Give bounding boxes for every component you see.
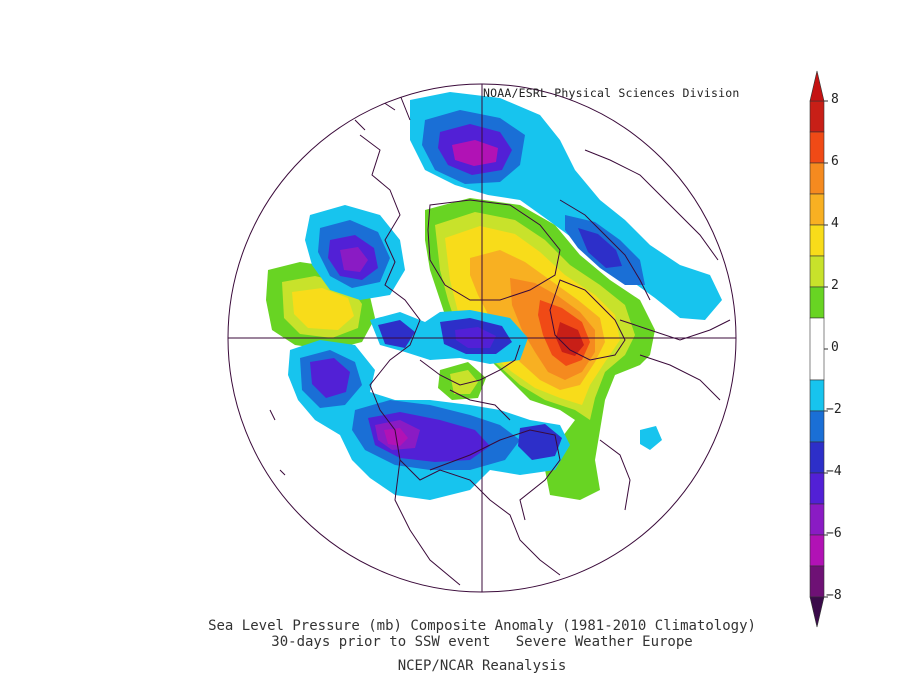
colorbar-label-1: 6	[831, 154, 839, 169]
data-credit: NOAA/ESRL Physical Sciences Division	[483, 86, 740, 100]
colorbar-label-8: −8	[826, 588, 842, 603]
coastlines	[269, 94, 731, 586]
colorbar-bin-11	[809, 472, 825, 505]
colorbar-label-4: 0	[831, 340, 839, 355]
colorbar-bin-9	[809, 410, 825, 443]
colorbar-bin-2	[809, 162, 825, 195]
colorbar-label-7: −6	[826, 526, 842, 541]
colorbar-bin-0	[809, 100, 825, 133]
anomaly-pos-12	[450, 370, 478, 394]
caption-source: NCEP/NCAR Reanalysis	[397, 658, 567, 674]
anomaly-neg-14	[378, 320, 415, 348]
anomaly-neg-22	[518, 424, 562, 460]
anomaly-neg-10	[340, 247, 368, 272]
anomaly-neg-4	[452, 140, 498, 166]
colorbar-label-0: 8	[831, 92, 839, 107]
colorbar-bin-10	[809, 441, 825, 474]
colorbar-bin-8	[809, 379, 825, 412]
colorbar-label-6: −4	[826, 464, 842, 479]
colorbar-bin-12	[809, 503, 825, 536]
colorbar-bin-5	[809, 255, 825, 288]
colorbar-label-3: 2	[831, 278, 839, 293]
colorbar-label-5: −2	[826, 402, 842, 417]
colorbar	[809, 70, 828, 628]
colorbar-bin-3	[809, 193, 825, 226]
colorbar-bin-6	[809, 286, 825, 319]
anomaly-neg-17	[310, 358, 350, 398]
colorbar-label-2: 4	[831, 216, 839, 231]
colorbar-bin-13	[809, 534, 825, 567]
anomaly-neg-23	[640, 426, 662, 450]
caption-title: Sea Level Pressure (mb) Composite Anomal…	[208, 618, 756, 634]
colorbar-bin-1	[809, 131, 825, 164]
colorbar-bin-14	[809, 565, 825, 598]
anomaly-pos-7	[556, 322, 584, 356]
colorbar-overflow-low	[809, 596, 825, 628]
map-lines	[227, 83, 737, 593]
colorbar-bin-4	[809, 224, 825, 257]
caption-subtitle: 30-days prior to SSW event Severe Weathe…	[271, 634, 693, 650]
anomaly-field	[266, 92, 722, 500]
colorbar-overflow-high	[809, 70, 825, 102]
anomaly-neg-6	[578, 228, 622, 268]
anomaly-pos-10	[292, 288, 354, 330]
colorbar-bin-7	[809, 317, 825, 381]
